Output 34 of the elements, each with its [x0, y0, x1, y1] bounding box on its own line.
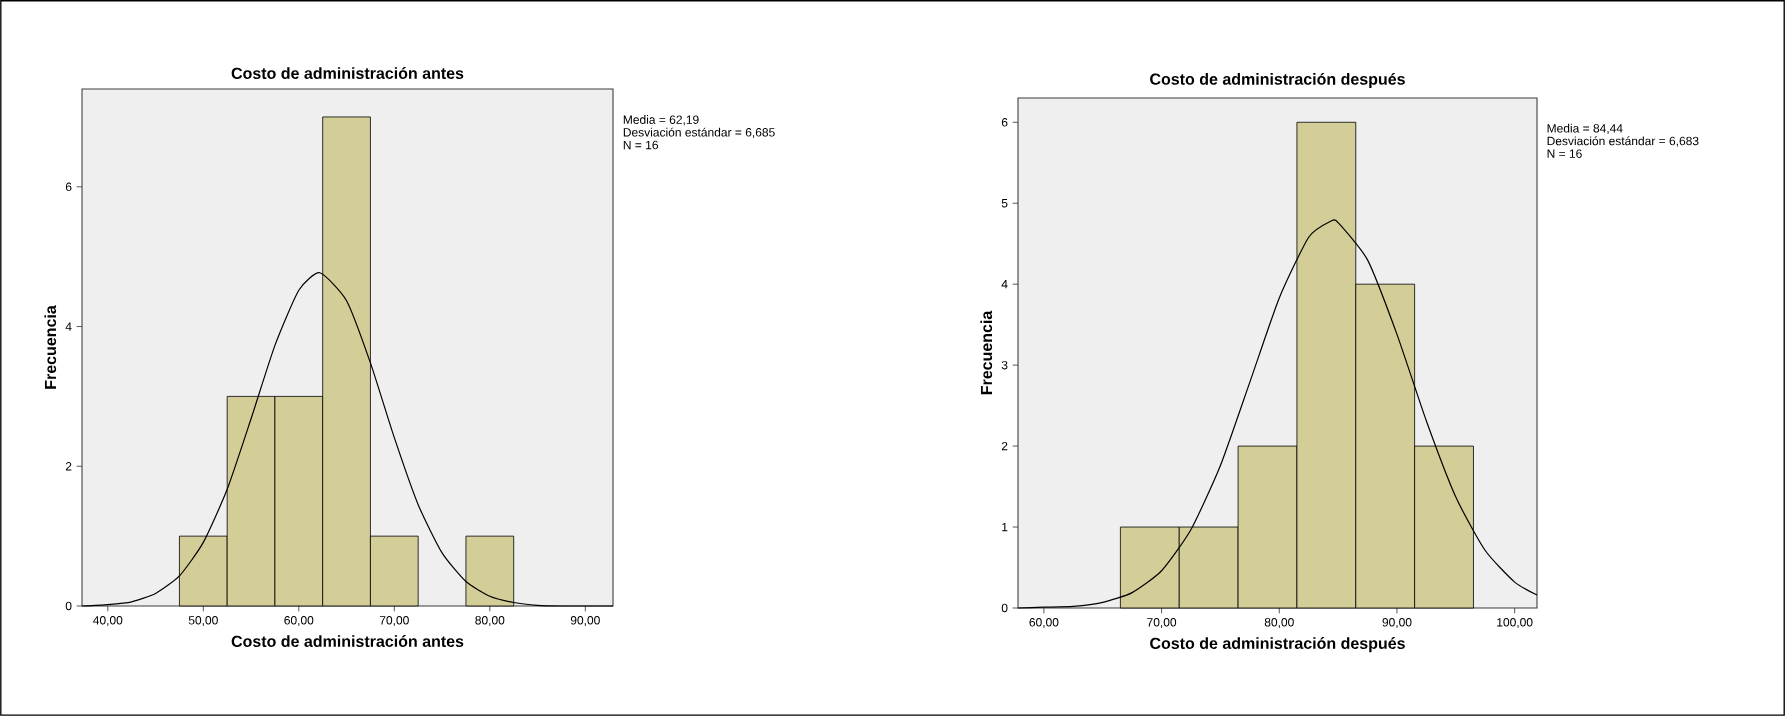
y-tick-label: 6 — [65, 182, 72, 192]
x-tick-label: 90,00 — [570, 616, 600, 626]
x-axis-title: Costo de administración después — [1150, 637, 1405, 653]
y-tick-label: 6 — [1001, 118, 1008, 127]
y-tick-label: 0 — [65, 601, 72, 611]
x-tick-label: 60,00 — [284, 616, 314, 626]
x-tick-label: 90,00 — [1382, 618, 1412, 628]
x-tick-label: 100,00 — [1497, 618, 1533, 628]
text: Media = 62,19 — [623, 115, 699, 126]
text: N = 16 — [623, 140, 658, 150]
y-tick-label: 4 — [1001, 280, 1008, 289]
y-tick-label: 3 — [1001, 360, 1008, 370]
x-tick-label: 80,00 — [1264, 618, 1294, 628]
y-tick-label: 5 — [1001, 199, 1008, 208]
text: Desviación estándar = 6,685 — [623, 127, 775, 139]
y-axis-title: Frecuencia — [980, 310, 993, 395]
y-tick-label: 2 — [65, 462, 72, 471]
x-axis-title: Costo de administración antes — [231, 635, 464, 647]
text: N = 16 — [1547, 149, 1582, 158]
text: Desviación estándar = 6,683 — [1547, 136, 1699, 147]
y-tick-label: 0 — [1001, 603, 1008, 613]
chart-title: Costo de administración después — [1150, 72, 1405, 88]
y-tick-label: 1 — [1002, 522, 1008, 532]
chart-title: Costo de administración antes — [231, 67, 464, 79]
x-tick-label: 80,00 — [475, 616, 505, 626]
x-tick-label: 70,00 — [1147, 618, 1177, 628]
x-tick-label: 40,00 — [93, 616, 123, 626]
y-tick-label: 2 — [1001, 441, 1008, 451]
y-axis-title: Frecuencia — [44, 305, 57, 389]
x-tick-label: 50,00 — [188, 616, 218, 626]
y-tick-label: 4 — [65, 322, 72, 331]
x-tick-label: 60,00 — [1029, 618, 1059, 628]
x-tick-label: 70,00 — [379, 616, 409, 626]
text: Media = 84,44 — [1547, 123, 1623, 134]
